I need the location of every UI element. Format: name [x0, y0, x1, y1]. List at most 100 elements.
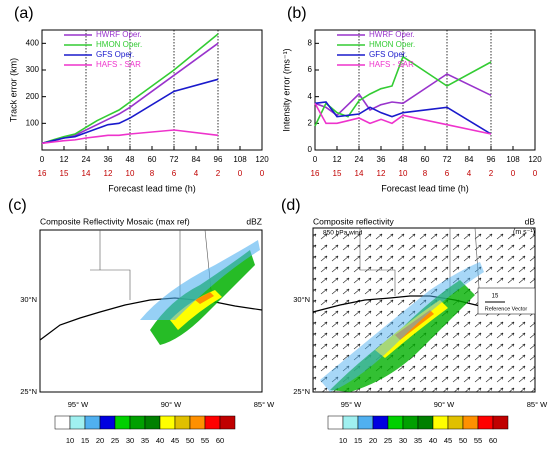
sample-count: 12	[377, 169, 386, 178]
lat-label: 30°N	[20, 295, 37, 304]
sample-count: 14	[355, 169, 364, 178]
colorbar-label: 30	[126, 436, 134, 445]
x-tick-label: 96	[487, 155, 496, 164]
colorbar-label: 35	[414, 436, 422, 445]
sample-count: 0	[260, 169, 265, 178]
x-tick-label: 48	[399, 155, 408, 164]
sample-count: 14	[82, 169, 91, 178]
colorbar-label: 10	[339, 436, 347, 445]
series-line	[314, 102, 492, 135]
map-title: Composite reflectivity	[313, 216, 395, 226]
colorbar-box	[402, 415, 419, 430]
y-tick-label: 4	[308, 92, 313, 101]
sample-count: 0	[533, 169, 538, 178]
y-tick-label: 6	[308, 65, 313, 74]
colorbar-box	[432, 415, 449, 430]
sample-count: 4	[194, 169, 199, 178]
y-axis-label: Intensity error (ms⁻¹)	[281, 48, 291, 131]
sample-count: 16	[38, 169, 47, 178]
legend-label: HWRF Oper.	[369, 30, 415, 39]
legend-label: HWRF Oper.	[96, 30, 142, 39]
map-unit: dB	[525, 216, 536, 226]
sample-count: 2	[489, 169, 494, 178]
reference-value: 15	[492, 294, 499, 300]
lon-label: 90° W	[161, 400, 182, 409]
panel-label: (a)	[14, 5, 34, 22]
colorbar-box	[54, 415, 71, 430]
lat-label: 25°N	[20, 387, 37, 396]
colorbar-label: 30	[399, 436, 407, 445]
x-axis-label: Forecast lead time (h)	[381, 183, 469, 193]
y-tick-label: 200	[26, 92, 40, 101]
x-tick-label: 72	[443, 155, 452, 164]
sample-count: 6	[172, 169, 177, 178]
lon-label: 95° W	[341, 400, 362, 409]
lat-label: 25°N	[293, 387, 310, 396]
x-tick-label: 120	[255, 155, 269, 164]
colorbar-label: 40	[429, 436, 437, 445]
colorbar-label: 55	[201, 436, 209, 445]
colorbar-box	[477, 415, 494, 430]
colorbar-box	[219, 415, 236, 430]
x-tick-label: 60	[421, 155, 430, 164]
x-tick-label: 36	[104, 155, 113, 164]
colorbar-box	[327, 415, 344, 430]
lat-label: 30°N	[293, 295, 310, 304]
colorbar-box	[114, 415, 131, 430]
colorbar-label: 20	[369, 436, 377, 445]
y-tick-label: 100	[26, 118, 40, 127]
legend-label: GFS Oper.	[369, 50, 407, 59]
x-tick-label: 120	[528, 155, 542, 164]
colorbar-label: 60	[489, 436, 497, 445]
map-subtitle: 850 hPa wind	[323, 230, 363, 237]
x-tick-label: 0	[313, 155, 318, 164]
legend-label: HAFS - SAR	[96, 60, 141, 69]
colorbar-box	[357, 415, 374, 430]
colorbar-label: 50	[186, 436, 194, 445]
sample-count: 4	[467, 169, 472, 178]
x-tick-label: 72	[170, 155, 179, 164]
x-tick-label: 96	[214, 155, 223, 164]
colorbar-label: 15	[81, 436, 89, 445]
map-unit: dBZ	[246, 216, 262, 226]
x-tick-label: 48	[126, 155, 135, 164]
colorbar-label: 45	[171, 436, 179, 445]
colorbar-label: 45	[444, 436, 452, 445]
legend-label: HMON Oper.	[96, 40, 142, 49]
x-tick-label: 108	[506, 155, 520, 164]
y-tick-label: 300	[26, 65, 40, 74]
sample-count: 12	[104, 169, 113, 178]
sample-count: 2	[216, 169, 221, 178]
colorbar-label: 20	[96, 436, 104, 445]
colorbar-label: 55	[474, 436, 482, 445]
map-c	[39, 229, 263, 393]
series-line	[41, 78, 219, 145]
colorbar-label: 10	[66, 436, 74, 445]
colorbar-label: 25	[111, 436, 119, 445]
sample-count: 0	[511, 169, 516, 178]
map-title: Composite Reflectivity Mosaic (max ref)	[40, 216, 190, 226]
x-tick-label: 84	[465, 155, 474, 164]
colorbar-box	[492, 415, 509, 430]
y-tick-label: 2	[308, 118, 313, 127]
colorbar-label: 60	[216, 436, 224, 445]
panel-label: (d)	[281, 197, 301, 214]
sample-count: 15	[60, 169, 69, 178]
colorbar-box	[159, 415, 176, 430]
colorbar-box	[447, 415, 464, 430]
sample-count: 10	[399, 169, 408, 178]
lon-label: 85° W	[254, 400, 275, 409]
y-tick-label: 0	[308, 145, 313, 154]
x-axis-label: Forecast lead time (h)	[108, 183, 196, 193]
y-tick-label: 400	[26, 38, 40, 47]
series-line	[41, 129, 219, 145]
x-tick-label: 84	[192, 155, 201, 164]
sample-count: 6	[445, 169, 450, 178]
panel-label: (c)	[8, 197, 27, 214]
y-tick-label: 8	[308, 38, 313, 47]
colorbar-box	[84, 415, 101, 430]
reference-label: Reference Vector	[485, 306, 528, 312]
panel-label: (b)	[287, 5, 307, 22]
sample-count: 8	[423, 169, 428, 178]
sample-count: 15	[333, 169, 342, 178]
